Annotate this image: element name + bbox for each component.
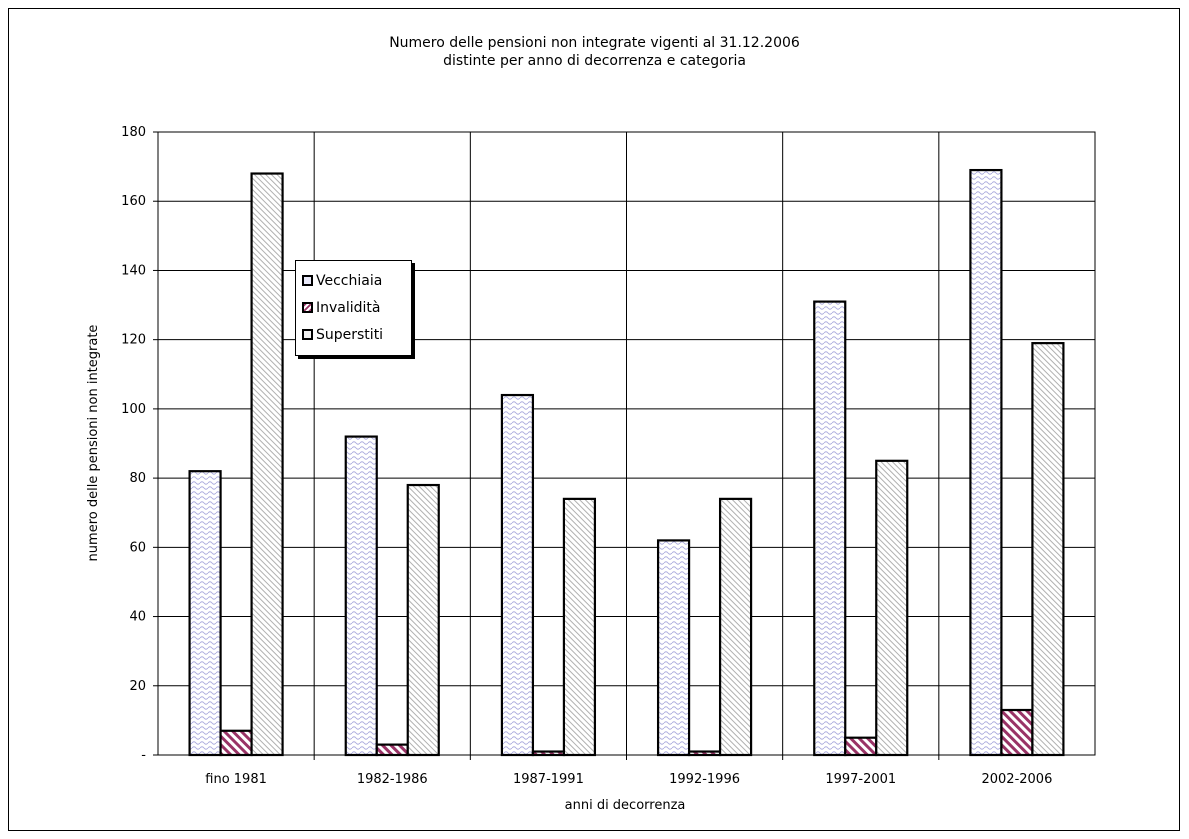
- y-tick-label: 40: [129, 610, 146, 625]
- x-tick-label: fino 1981: [205, 772, 267, 787]
- x-tick-label: 1992-1996: [669, 772, 740, 787]
- axes: - 20 40 60 80 100 120 140 160 180 fino 1981 1982-19…: [121, 125, 1052, 787]
- legend: Vecchiaia Invalidità Superstiti: [295, 260, 412, 356]
- y-tick-label: 140: [121, 263, 146, 278]
- bar-superstiti-5: [1031, 342, 1065, 757]
- bar-invalidit-5: [1000, 708, 1034, 757]
- bar-superstiti-0: [250, 172, 284, 757]
- bar-invalidit-1: [375, 743, 409, 757]
- grid: [157, 131, 1096, 760]
- y-axis-label: numero delle pensioni non integrate: [86, 325, 101, 562]
- bar-superstiti-2: [562, 497, 597, 757]
- bar-superstiti-3: [718, 497, 753, 757]
- x-tick-label: 1982-1986: [357, 772, 428, 787]
- legend-swatch: [302, 275, 313, 286]
- legend-label: Vecchiaia: [316, 272, 383, 289]
- bar-vecchiaia-4: [813, 300, 847, 757]
- bar-vecchiaia-3: [656, 539, 691, 757]
- y-tick-label: 80: [129, 471, 146, 486]
- y-tick-label: 120: [121, 333, 146, 348]
- bar-vecchiaia-2: [500, 393, 535, 757]
- x-tick-label: 2002-2006: [981, 772, 1052, 787]
- bar-invalidit-2: [531, 750, 566, 757]
- chart-title: Numero delle pensioni non integrate vige…: [389, 35, 800, 69]
- y-tick-label: 160: [121, 194, 146, 209]
- y-tick-label: 180: [121, 125, 146, 140]
- x-tick-label: 1997-2001: [825, 772, 896, 787]
- bar-superstiti-1: [406, 483, 440, 757]
- legend-item: Superstiti: [296, 321, 411, 348]
- x-axis-label: anni di decorrenza: [565, 798, 686, 813]
- y-tick-label: -: [141, 748, 146, 763]
- legend-swatch: [302, 329, 313, 340]
- legend-label: Superstiti: [316, 326, 384, 343]
- x-tick-label: 1987-1991: [513, 772, 584, 787]
- bar-vecchiaia-5: [969, 168, 1003, 757]
- legend-swatch: [302, 302, 313, 313]
- bar-invalidit-4: [844, 736, 878, 757]
- bar-invalidit-0: [219, 729, 253, 757]
- legend-label: Invalidità: [316, 299, 381, 316]
- legend-item: Vecchiaia: [296, 267, 411, 294]
- bar-invalidit-3: [687, 750, 722, 757]
- bar-vecchiaia-0: [188, 470, 222, 757]
- bar-superstiti-4: [875, 459, 909, 757]
- bars: [188, 168, 1065, 757]
- legend-item: Invalidità: [296, 294, 411, 321]
- y-tick-label: 20: [129, 679, 146, 694]
- bar-vecchiaia-1: [344, 435, 378, 757]
- y-tick-label: 60: [129, 540, 146, 555]
- y-tick-label: 100: [121, 402, 146, 417]
